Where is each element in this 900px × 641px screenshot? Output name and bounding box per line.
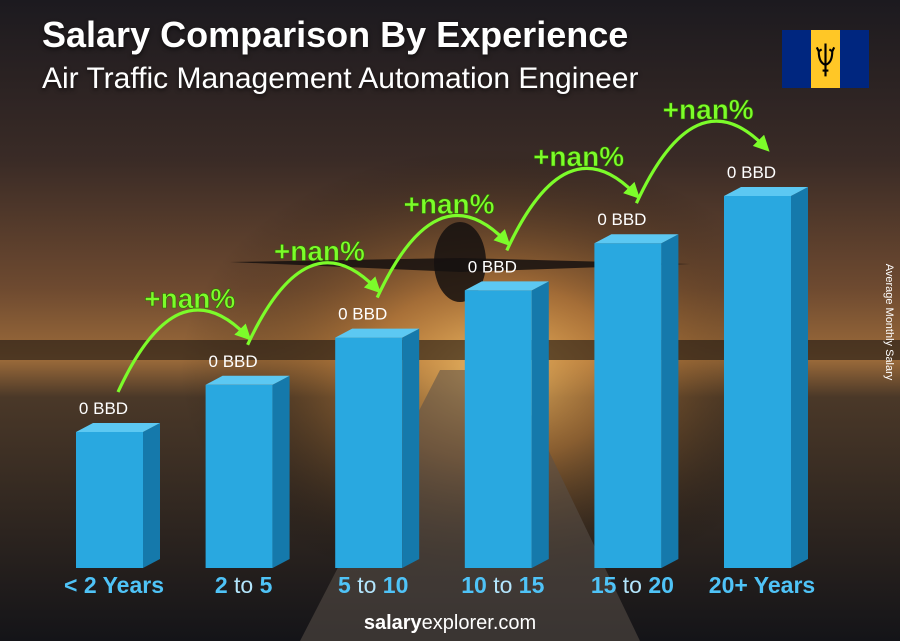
value-label: 0 BBD bbox=[468, 257, 517, 276]
growth-label: +nan% bbox=[274, 236, 365, 267]
x-tick-start: 10 bbox=[461, 572, 487, 598]
x-tick-label: 5 to 10 bbox=[338, 572, 408, 598]
x-tick-label: 10 to 15 bbox=[461, 572, 544, 598]
x-tick-label: 15 to 20 bbox=[591, 572, 674, 598]
bar-front bbox=[594, 243, 662, 568]
bar-front bbox=[205, 384, 273, 568]
growth-arrow bbox=[505, 166, 641, 252]
bar-top bbox=[594, 234, 679, 244]
footer-brand[interactable]: salaryexplorer.com bbox=[0, 612, 900, 635]
growth-arrow bbox=[375, 214, 511, 299]
bar-front bbox=[76, 432, 143, 568]
bar-side bbox=[402, 328, 420, 568]
x-tick-mid: to bbox=[487, 572, 519, 598]
value-label: 0 BBD bbox=[209, 352, 258, 371]
bar-0 bbox=[76, 423, 160, 568]
growth-label: +nan% bbox=[403, 188, 494, 219]
bar-top bbox=[335, 328, 420, 338]
value-label: 0 BBD bbox=[79, 399, 128, 418]
x-tick-mid: to bbox=[228, 572, 260, 598]
bar-3 bbox=[464, 281, 549, 568]
x-tick-end: 20 bbox=[648, 572, 674, 598]
x-tick-start: 2 bbox=[215, 572, 228, 598]
footer-brand-rest: explorer.com bbox=[421, 612, 537, 634]
x-tick-label: < 2 Years bbox=[64, 572, 164, 598]
value-label: 0 BBD bbox=[597, 210, 646, 229]
bar-front bbox=[464, 290, 532, 568]
x-tick-start: 5 bbox=[338, 572, 351, 598]
x-tick-start: 20+ Years bbox=[709, 572, 815, 598]
x-tick-label: 2 to 5 bbox=[215, 572, 273, 598]
x-tick-mid: to bbox=[351, 572, 383, 598]
growth-arrow bbox=[116, 308, 252, 393]
bar-side bbox=[531, 281, 549, 568]
bar-top bbox=[205, 375, 290, 385]
x-tick-mid: to bbox=[616, 572, 648, 598]
growth-arrow bbox=[246, 261, 381, 346]
bar-front bbox=[724, 196, 791, 568]
bar-1 bbox=[205, 375, 290, 568]
growth-label: +nan% bbox=[663, 94, 754, 125]
bar-side bbox=[272, 375, 290, 568]
x-tick-label: 20+ Years bbox=[709, 572, 815, 598]
growth-label: +nan% bbox=[144, 283, 235, 314]
x-tick-start: < 2 Years bbox=[64, 572, 164, 598]
x-tick-end: 15 bbox=[519, 572, 545, 598]
growth-arrow bbox=[634, 119, 770, 204]
bar-side bbox=[791, 187, 808, 568]
value-label: 0 BBD bbox=[338, 305, 387, 324]
value-label: 0 BBD bbox=[727, 163, 776, 182]
bar-top bbox=[724, 187, 808, 196]
y-axis-label: Average Monthly Salary bbox=[883, 263, 895, 381]
chart-title: Salary Comparison By Experience bbox=[42, 14, 629, 55]
x-tick-end: 5 bbox=[260, 572, 273, 598]
bar-front bbox=[335, 337, 403, 568]
bar-5 bbox=[724, 187, 808, 568]
growth-label: +nan% bbox=[533, 141, 624, 172]
barbados-flag-icon bbox=[782, 30, 869, 88]
chart-subtitle: Air Traffic Management Automation Engine… bbox=[42, 62, 639, 95]
bar-2 bbox=[335, 328, 420, 568]
bar-top bbox=[464, 281, 549, 291]
x-tick-end: 10 bbox=[383, 572, 409, 598]
footer-brand-bold: salary bbox=[363, 612, 422, 634]
bar-side bbox=[143, 423, 160, 568]
x-tick-start: 15 bbox=[591, 572, 617, 598]
bar-4 bbox=[594, 234, 679, 568]
bar-side bbox=[661, 234, 679, 568]
bar-top bbox=[76, 423, 160, 432]
